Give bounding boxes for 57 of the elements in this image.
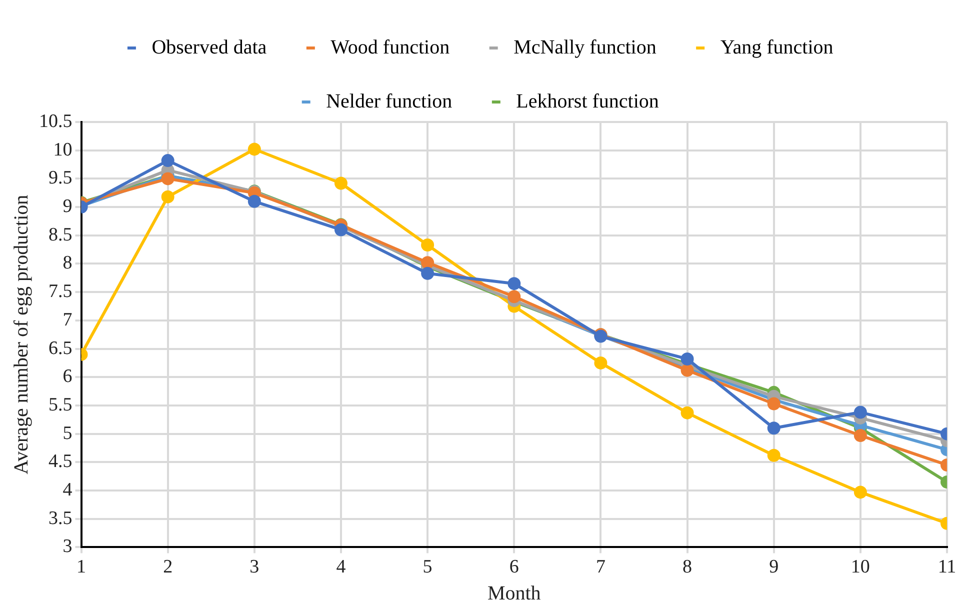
x-tick-label: 5 — [422, 556, 432, 578]
y-tick-label: 4.5 — [48, 451, 72, 472]
point — [248, 142, 261, 156]
point — [767, 422, 780, 435]
point — [421, 266, 434, 280]
point — [421, 256, 434, 270]
point — [680, 352, 694, 366]
y-tick-label: 10 — [53, 139, 72, 160]
point — [767, 397, 780, 410]
point — [334, 176, 348, 190]
y-tick-label: 6.5 — [48, 338, 72, 359]
y-axis-title: Average number of egg production — [10, 194, 32, 474]
point — [248, 194, 261, 208]
y-tick-label: 5 — [62, 422, 72, 444]
point — [854, 486, 867, 499]
x-tick-label: 6 — [509, 556, 519, 578]
x-tick-label: 10 — [850, 556, 870, 578]
point — [594, 356, 608, 370]
y-tick-label: 9.5 — [48, 168, 72, 189]
x-tick-label: 8 — [682, 556, 692, 578]
point — [161, 154, 174, 168]
y-tick-label: 10.5 — [39, 110, 72, 132]
y-tick-label: 7.5 — [48, 281, 72, 302]
x-tick-label: 7 — [596, 556, 606, 578]
x-tick-label: 11 — [938, 556, 956, 578]
x-axis-title: Month — [487, 582, 541, 604]
point — [508, 277, 521, 290]
legend-label: Observed data — [152, 36, 267, 58]
point — [508, 290, 521, 304]
y-tick-label: 7 — [62, 309, 72, 330]
x-tick-label: 1 — [76, 556, 86, 578]
point — [161, 190, 174, 204]
y-tick-label: 4 — [62, 479, 73, 500]
legend-label: Yang function — [720, 36, 834, 58]
y-tick-label: 6 — [62, 366, 72, 388]
x-tick-label: 4 — [336, 556, 346, 578]
point — [421, 238, 434, 252]
legend-label: Wood function — [330, 36, 450, 58]
y-tick-label: 8 — [62, 252, 72, 274]
y-tick-label: 3 — [62, 536, 72, 558]
point — [161, 172, 174, 186]
point — [854, 429, 867, 442]
legend-label: McNally function — [514, 36, 656, 58]
legend-label: Nelder function — [326, 90, 452, 112]
y-tick-label: 9 — [62, 196, 72, 218]
point — [680, 364, 694, 377]
x-tick-label: 2 — [163, 556, 173, 578]
point — [680, 406, 694, 420]
legend-label: Lekhorst function — [516, 90, 659, 112]
point — [767, 448, 780, 462]
x-tick-label: 9 — [769, 556, 779, 578]
y-tick-label: 8.5 — [48, 224, 72, 246]
y-tick-label: 3.5 — [48, 508, 72, 529]
point — [334, 223, 348, 236]
y-tick-label: 5.5 — [48, 394, 72, 416]
point — [854, 406, 867, 419]
x-tick-label: 3 — [250, 556, 260, 578]
